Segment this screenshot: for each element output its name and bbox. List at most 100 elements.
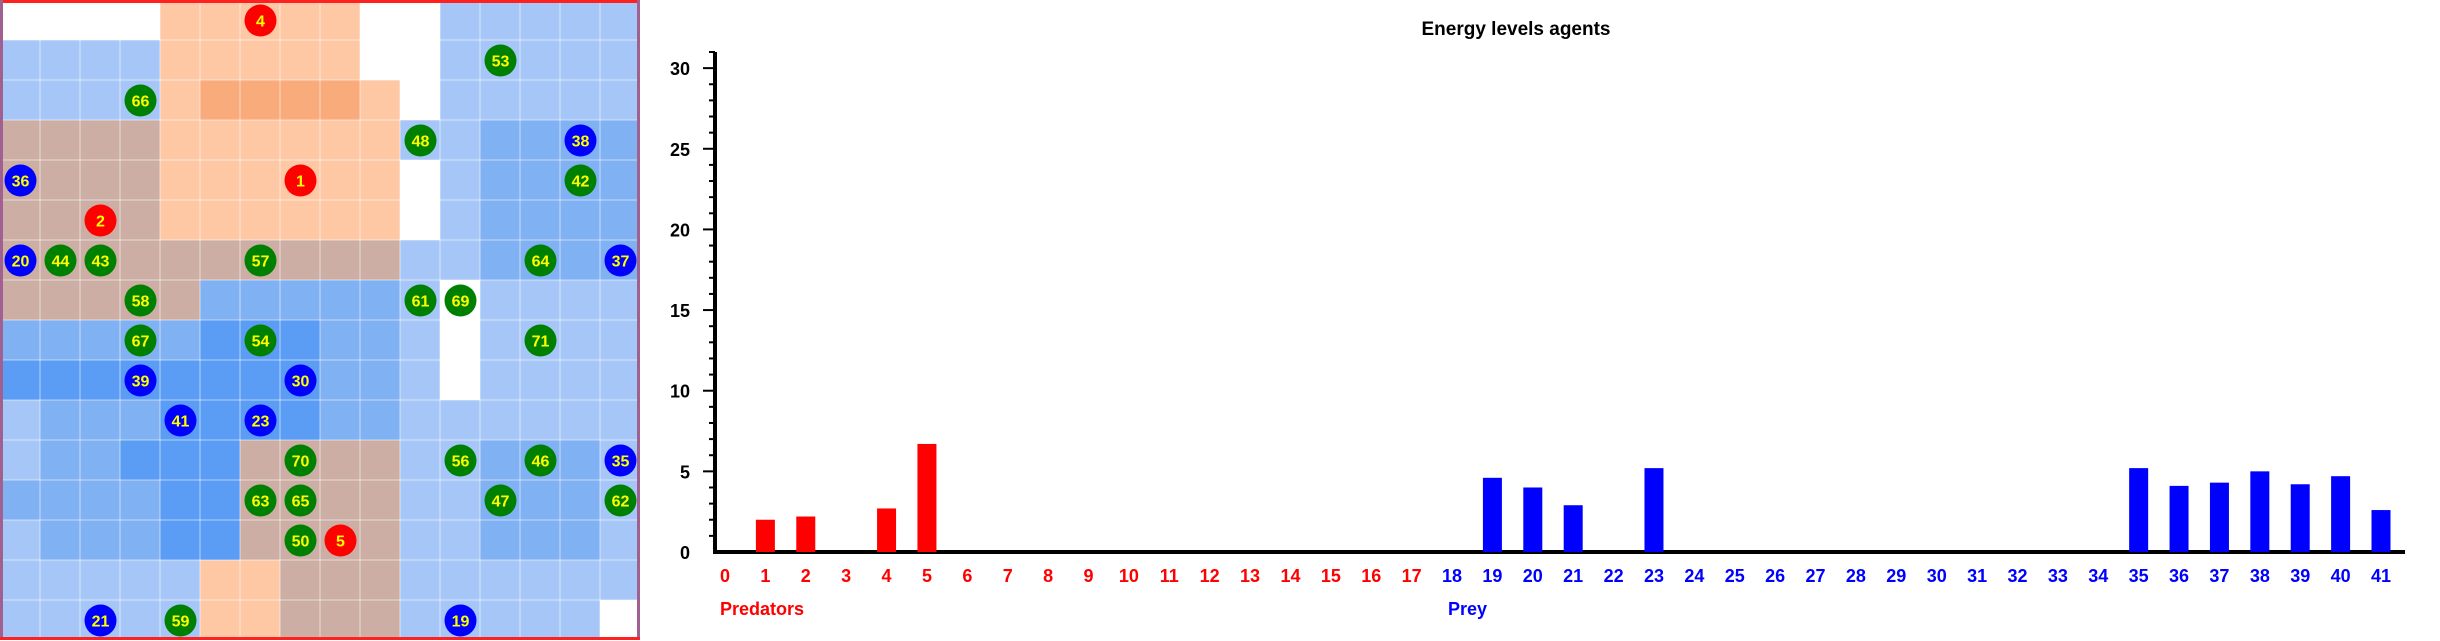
grid-cell [240, 40, 280, 80]
x-tick-label: 38 [2250, 566, 2270, 586]
grid-cell [160, 280, 200, 320]
plant-agent-id: 50 [292, 534, 310, 551]
grid-cell [200, 200, 240, 240]
grid-cell [440, 0, 480, 40]
grid-cell [600, 80, 640, 120]
plant-agent-id: 47 [492, 494, 510, 511]
plant-agent: 66 [124, 84, 157, 117]
grid-cell [40, 400, 80, 440]
grid-border [0, 0, 640, 640]
grid-cell [440, 200, 480, 240]
grid-cell [520, 280, 560, 320]
grid-cell [280, 320, 320, 360]
grid-cell [80, 480, 120, 520]
x-tick-label: 41 [2371, 566, 2391, 586]
plant-agent-id: 43 [92, 254, 110, 271]
grid-cell [200, 360, 240, 400]
energy-chart: Energy levels agents 0 1 2 3 4 5 6 7 8 9 10 11 12 13 1… [670, 19, 2405, 619]
grid-cell [240, 560, 280, 600]
plant-agent-id: 66 [132, 94, 150, 111]
plant-agent-marker [524, 244, 557, 277]
prey-agent: 36 [4, 164, 37, 197]
grid-cell [400, 520, 440, 560]
grid-cell [440, 480, 480, 520]
grid-cell [480, 120, 520, 160]
predator-energy-bar-2 [796, 516, 816, 552]
grid-cell [320, 40, 360, 80]
grid-cell [0, 120, 40, 160]
x-tick-label: 34 [2088, 566, 2108, 586]
x-tick-label: 18 [1442, 566, 1462, 586]
chart-axes [703, 51, 2405, 554]
plant-agent-id: 54 [252, 334, 270, 351]
plant-agent-marker [404, 124, 437, 157]
grid-cell [360, 240, 400, 280]
plant-agent-id: 71 [532, 334, 550, 351]
grid-cell [440, 40, 480, 80]
plant-agent-id: 57 [252, 254, 270, 271]
grid-cell [480, 80, 520, 120]
prey-energy-bar-41 [2371, 510, 2391, 552]
x-tick-label: 10 [1119, 566, 1139, 586]
grid-cell [520, 120, 560, 160]
x-tick-label: 36 [2169, 566, 2189, 586]
x-tick-label: 7 [1003, 566, 1013, 586]
prey-energy-bar-38 [2250, 471, 2270, 552]
grid-cell [40, 280, 80, 320]
grid-cell [360, 440, 400, 480]
grid-cell [560, 320, 600, 360]
grid-cell [280, 0, 320, 40]
grid-cell [120, 440, 160, 480]
grid-cell [480, 600, 520, 640]
grid-cell [320, 480, 360, 520]
grid-cell [80, 120, 120, 160]
grid-cell [400, 600, 440, 640]
predator-agent-id: 2 [96, 214, 105, 231]
grid-cell [200, 480, 240, 520]
predator-agent: 5 [324, 524, 357, 557]
grid-cell [80, 400, 120, 440]
grid-cell [120, 120, 160, 160]
grid-cell [160, 120, 200, 160]
grid-cell [400, 0, 440, 40]
grid-cell [80, 320, 120, 360]
plant-agent: 58 [124, 284, 157, 317]
grid-cell [520, 80, 560, 120]
grid-cell [320, 600, 360, 640]
grid-cell [0, 200, 40, 240]
plant-agent-id: 46 [532, 454, 550, 471]
plant-agent-marker [444, 284, 477, 317]
plant-agent: 67 [124, 324, 157, 357]
grid-cell [320, 280, 360, 320]
grid-cell [480, 280, 520, 320]
grid-cell [120, 600, 160, 640]
grid-cell [400, 320, 440, 360]
grid-cell [0, 440, 40, 480]
grid-cell [280, 80, 320, 120]
prey-agent-id: 41 [172, 414, 190, 431]
grid-cell [440, 360, 480, 400]
grid-cell [400, 560, 440, 600]
x-tick-label: 24 [1684, 566, 1704, 586]
grid-cell [0, 280, 40, 320]
grid-cell [80, 440, 120, 480]
grid-cell [160, 200, 200, 240]
predator-agent-id: 4 [256, 14, 265, 31]
grid-cell [600, 0, 640, 40]
grid-cell [560, 40, 600, 80]
predator-energy-bar-5 [917, 443, 937, 552]
predator-agent-marker [84, 204, 117, 237]
grid-cell [120, 480, 160, 520]
grid-cell [40, 600, 80, 640]
grid-cell [440, 80, 480, 120]
grid-cell [440, 560, 480, 600]
y-tick-label: 20 [670, 220, 690, 240]
grid-cell [200, 520, 240, 560]
prey-energy-bar-36 [2169, 485, 2189, 552]
grid-cell [320, 120, 360, 160]
plant-agent-marker [124, 84, 157, 117]
plant-agent-id: 67 [132, 334, 150, 351]
grid-cell [440, 160, 480, 200]
